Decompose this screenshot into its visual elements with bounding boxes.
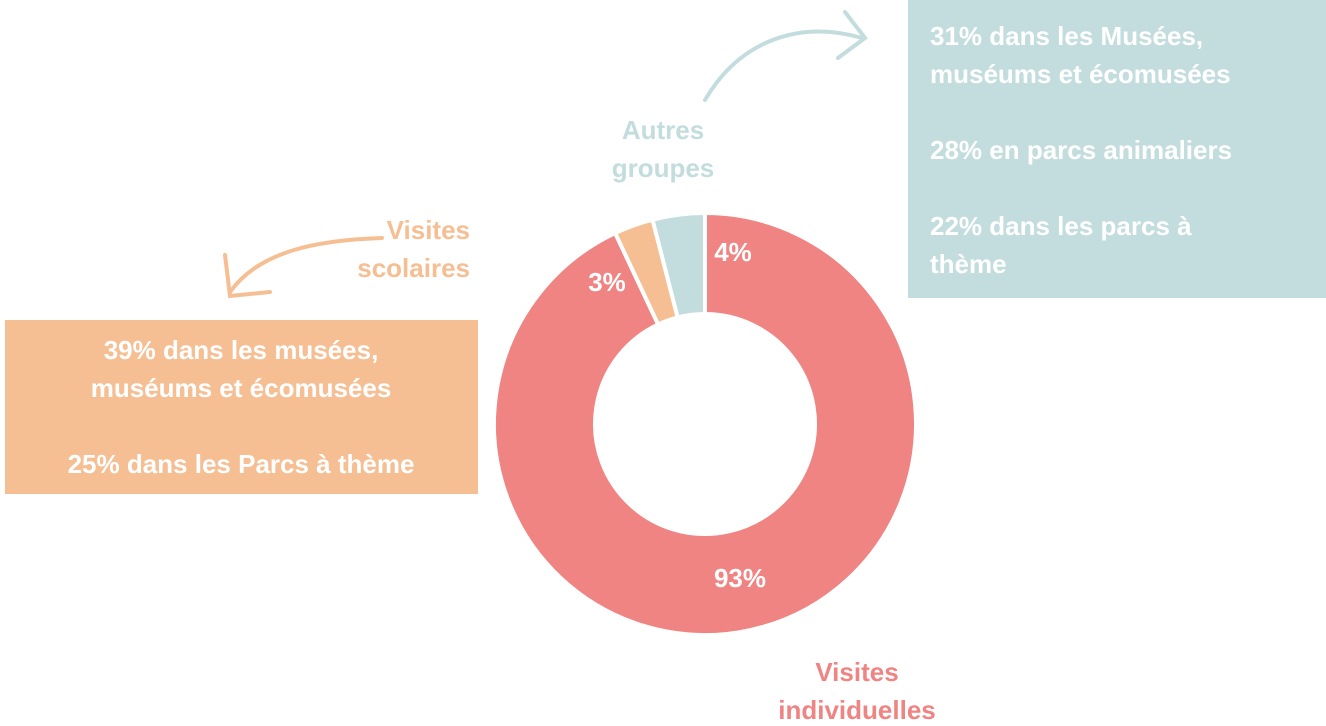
annotation-text: thème (930, 249, 1007, 279)
data-label: 4% (714, 237, 752, 267)
data-label: 93% (714, 563, 766, 593)
annotation-text: 31% dans les Musées, (930, 21, 1203, 51)
annotation-text: muséums et écomusées (91, 373, 392, 403)
annotation-text: 28% en parcs animaliers (930, 135, 1232, 165)
category-label: Visites scolaires (357, 215, 470, 283)
annotation-text: muséums et écomusées (930, 59, 1231, 89)
category-label: Autres groupes (612, 115, 715, 183)
arrow (223, 236, 384, 299)
annotation-box (908, 0, 1326, 298)
category-label: Visites individuelles (778, 657, 936, 725)
donut-slice (492, 210, 918, 637)
annotation-text: 25% dans les Parcs à thème (68, 449, 415, 479)
annotation-text: 39% dans les musées, (104, 335, 379, 365)
data-label: 3% (588, 267, 626, 297)
arrow (703, 10, 868, 102)
donut-slice (650, 210, 707, 320)
annotation-text: 22% dans les parcs à (930, 211, 1192, 241)
annotation-box (5, 320, 478, 494)
